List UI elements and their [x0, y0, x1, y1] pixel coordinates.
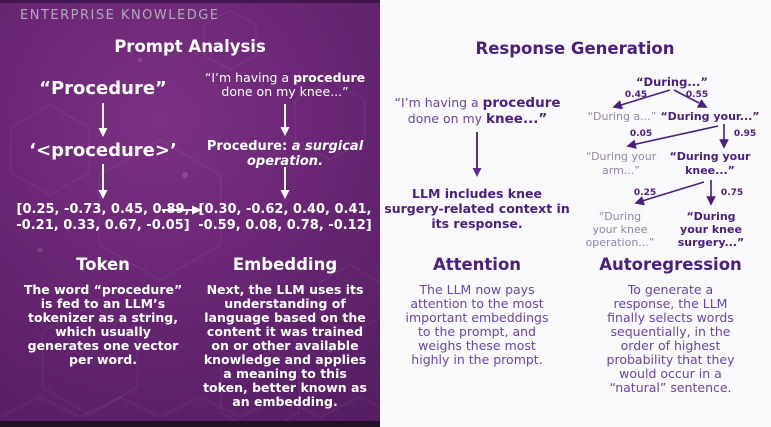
attention-heading: Attention [432, 255, 522, 274]
tree-node: “During your knee surgery...” [677, 210, 745, 249]
tree-node: “During a...” [587, 110, 657, 123]
attention-prompt: “I’m having a procedure done on my knee.… [385, 95, 570, 127]
procedure-definition: Procedure: a surgical operation. [195, 139, 375, 169]
tree-node: “During your...” [660, 110, 760, 123]
brand-logo: ENTERPRISE KNOWLEDGE [20, 8, 220, 23]
prompt-pre: “I’m having a [204, 70, 294, 85]
token-word: “Procedure” [39, 78, 167, 99]
probability-label: 0.95 [733, 129, 757, 139]
prompt-analysis-title: Prompt Analysis [114, 37, 266, 56]
prompt-mid: done on my [407, 111, 487, 126]
definition-text: operation. [246, 154, 324, 169]
tree-root: “During...” [636, 75, 708, 89]
prompt-line2: done on my knee...” [221, 84, 349, 99]
right-arrow [162, 205, 202, 215]
definition-text: a surgical [291, 139, 364, 154]
embedding-prompt: “I’m having a procedure done on my knee.… [195, 71, 375, 99]
down-arrow [98, 103, 108, 137]
response-generation-title: Response Generation [475, 39, 675, 58]
probability-label: 0.25 [633, 188, 657, 198]
probability-label: 0.45 [624, 90, 648, 100]
embedding-vector: [0.30, -0.62, 0.40, 0.41, -0.59, 0.08, 0… [195, 202, 375, 234]
vector-line: -0.21, 0.33, 0.67, -0.05] [16, 218, 190, 233]
down-arrow [98, 164, 108, 199]
token-string: ‘<procedure>’ [29, 140, 177, 161]
top-edge-strip [0, 0, 380, 3]
attention-context-text: LLM includes knee surgery-related contex… [384, 186, 570, 231]
attention-description: The LLM now pays attention to the most i… [405, 282, 549, 367]
token-description: The word “procedure” is fed to an LLM’s … [23, 282, 183, 367]
prompt-bold: procedure [482, 95, 561, 111]
down-arrow [472, 132, 482, 177]
probability-label: 0.05 [629, 129, 653, 139]
hexagon-pattern [0, 9, 380, 427]
vector-line: [0.25, -0.73, 0.45, 0.89, [16, 202, 190, 217]
prompt-pre: “I’m having a [394, 95, 483, 110]
tree-arrows [612, 89, 729, 206]
tree-node: “During your arm...” [585, 150, 657, 177]
down-arrow [280, 104, 290, 136]
prompt-bold: knee...” [486, 111, 548, 127]
definition-term: Procedure: [206, 139, 292, 154]
autoregression-description: To generate a response, the LLM finally … [606, 282, 735, 395]
autoregression-heading: Autoregression [599, 255, 742, 274]
tree-node: “During your knee...” [669, 150, 751, 177]
prompt-bold: procedure [293, 70, 366, 85]
probability-label: 0.55 [685, 90, 709, 100]
token-vector: [0.25, -0.73, 0.45, 0.89, -0.21, 0.33, 0… [13, 202, 193, 234]
token-heading: Token [76, 255, 130, 274]
probability-label: 0.75 [720, 188, 744, 198]
bottom-edge-strip [0, 421, 380, 427]
down-arrow [280, 167, 290, 199]
embedding-heading: Embedding [232, 255, 338, 274]
vector-line: -0.59, 0.08, 0.78, -0.12] [198, 218, 372, 233]
embedding-description: Next, the LLM uses its understanding of … [203, 282, 367, 409]
vector-line: [0.30, -0.62, 0.40, 0.41, [198, 202, 372, 217]
prompt-analysis-panel: ENTERPRISE KNOWLEDGE Prompt Analysis “Pr… [0, 0, 380, 427]
tree-node: “During your knee operation...” [585, 210, 655, 249]
